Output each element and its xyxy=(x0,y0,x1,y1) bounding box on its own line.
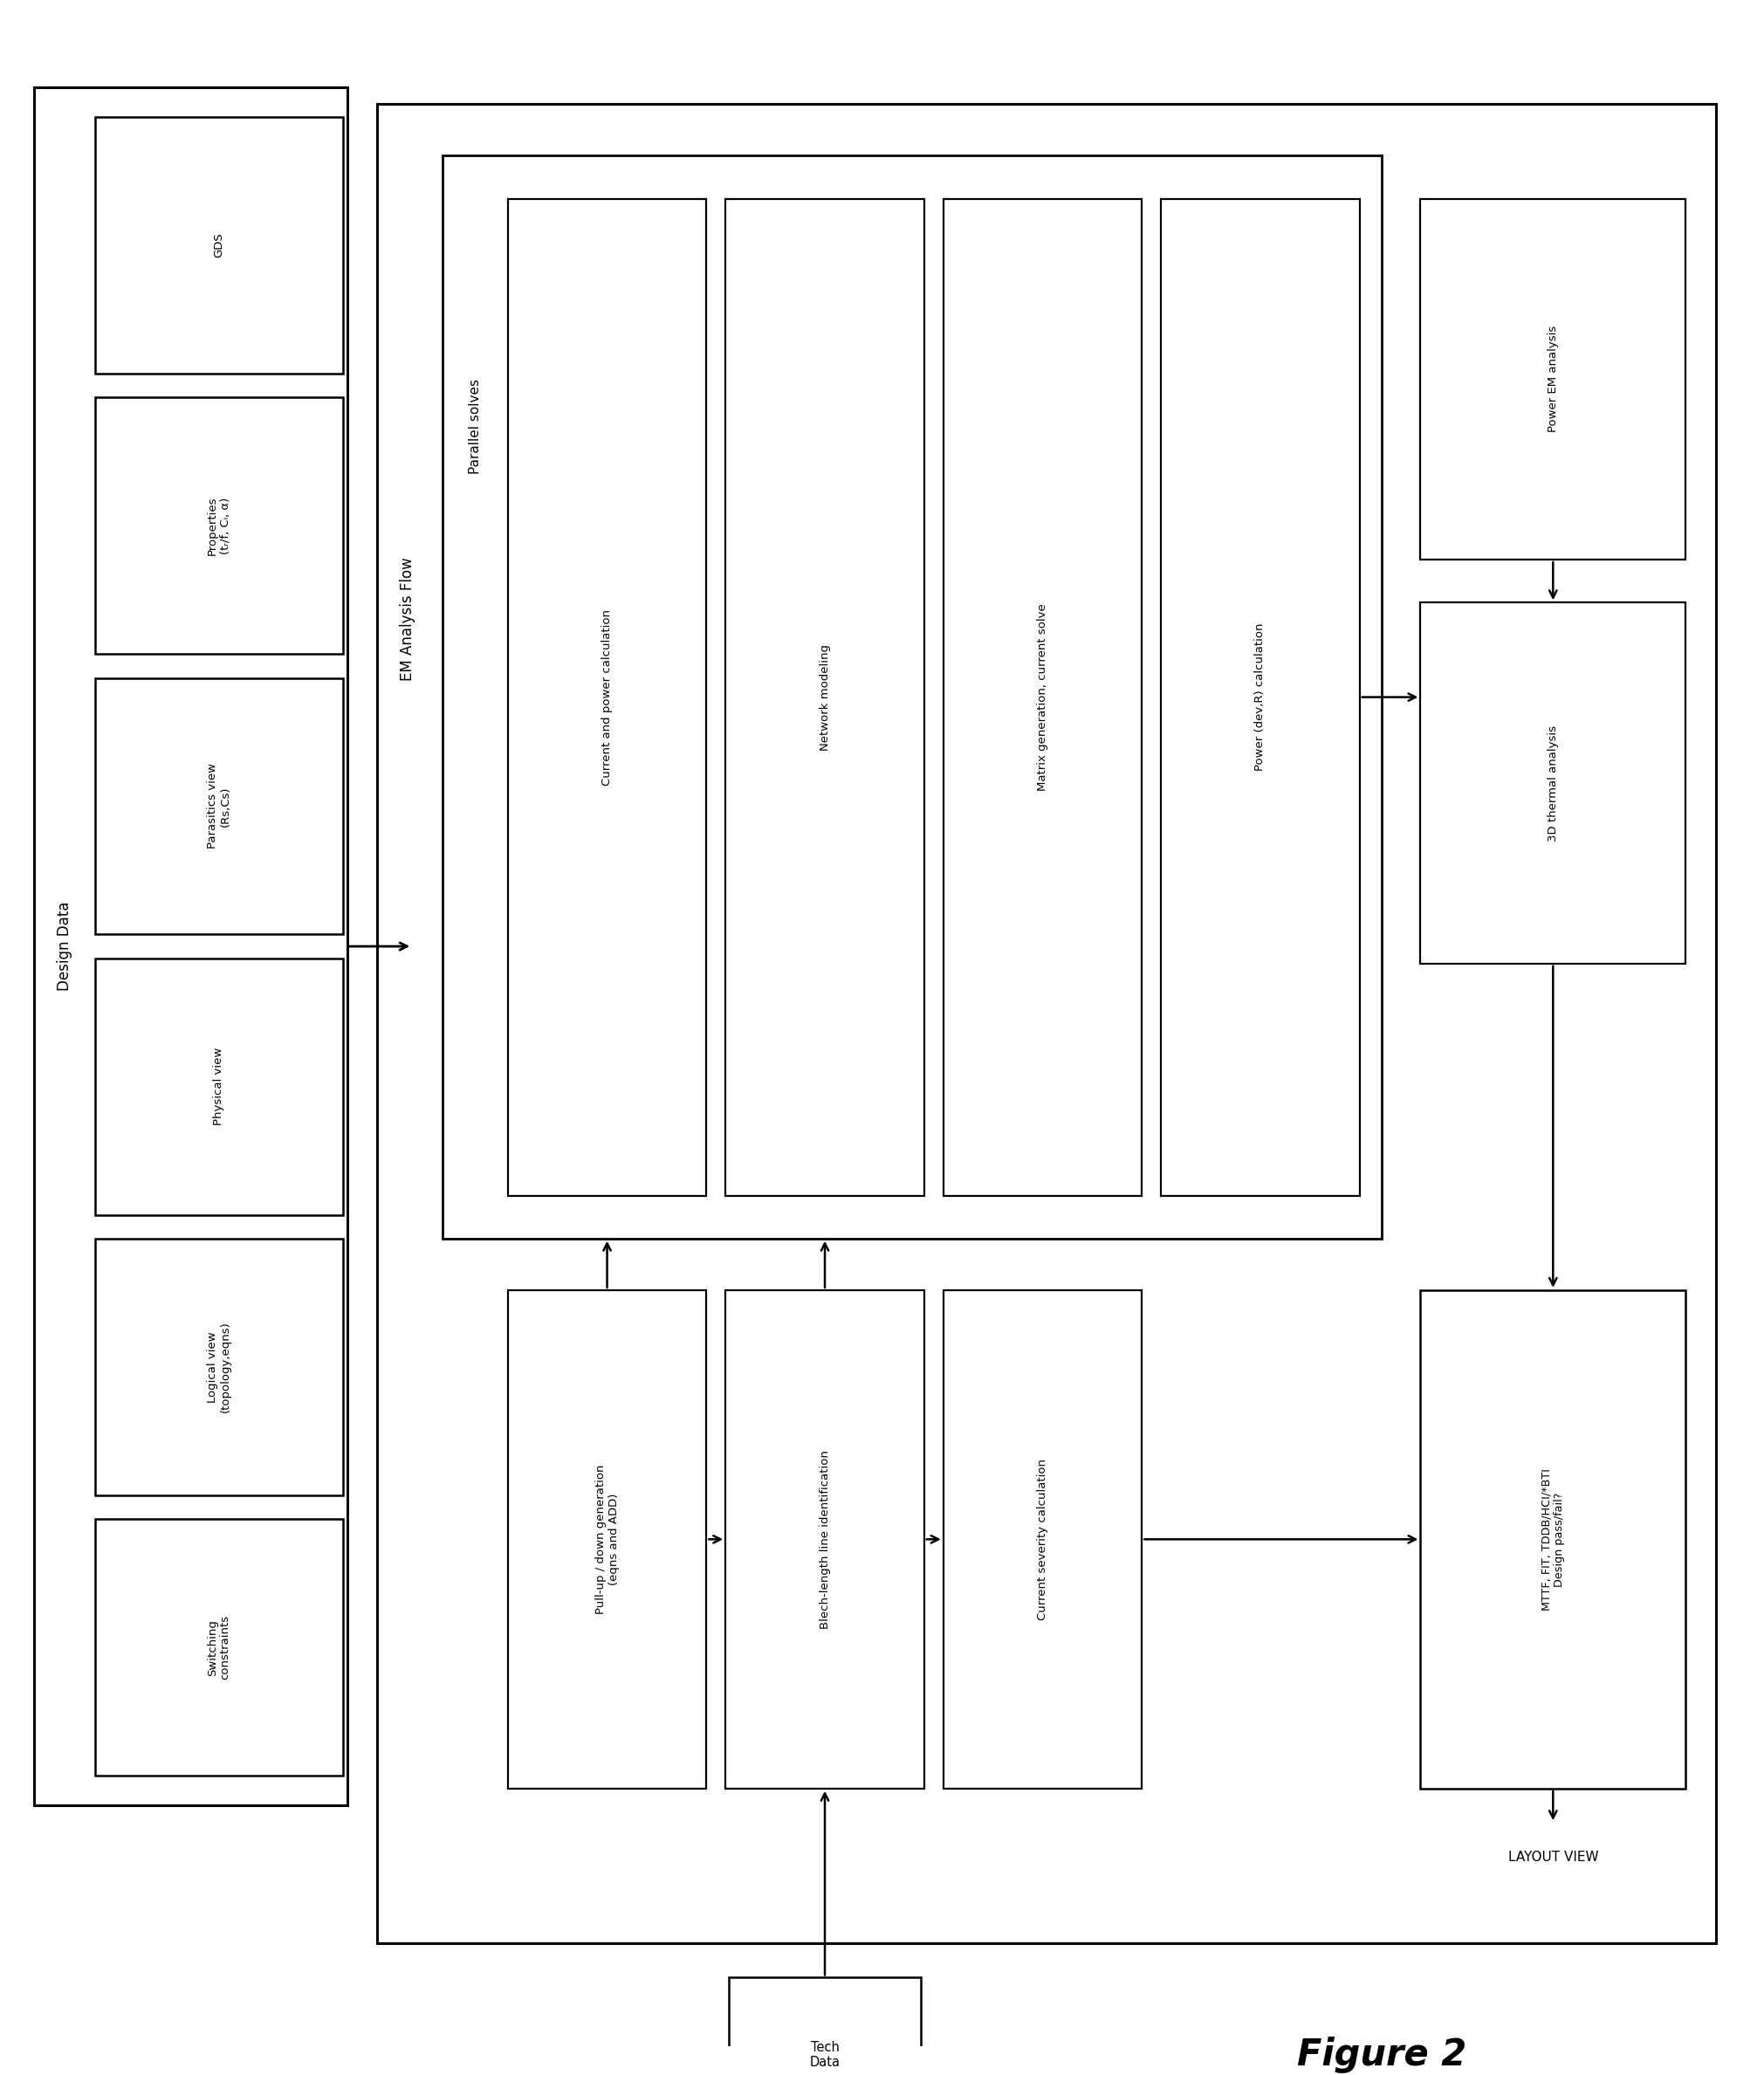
Bar xyxy=(377,104,1716,1942)
Bar xyxy=(729,1977,921,2075)
Bar xyxy=(508,199,706,1195)
Bar xyxy=(95,1239,342,1496)
Text: 3D thermal analysis: 3D thermal analysis xyxy=(1547,724,1559,840)
Bar xyxy=(1161,199,1360,1195)
Text: Switching
constraints: Switching constraints xyxy=(206,1614,231,1681)
Bar xyxy=(1420,199,1686,560)
Text: Tech
Data: Tech Data xyxy=(810,2040,840,2069)
Text: Current severity calculation: Current severity calculation xyxy=(1037,1459,1048,1621)
Bar xyxy=(95,398,342,654)
Bar xyxy=(944,1291,1141,1789)
Text: Parasitics view
(Rs,Cs): Parasitics view (Rs,Cs) xyxy=(206,764,231,849)
Text: Power (dev,R) calculation: Power (dev,R) calculation xyxy=(1254,622,1267,772)
Text: Current and power calculation: Current and power calculation xyxy=(602,608,612,784)
Text: Network modeling: Network modeling xyxy=(818,643,831,751)
Text: Design Data: Design Data xyxy=(56,903,72,992)
Bar xyxy=(725,199,924,1195)
Bar xyxy=(95,1519,342,1776)
Text: GDS: GDS xyxy=(213,232,224,257)
Text: Parallel solves: Parallel solves xyxy=(469,380,482,473)
Text: Power EM analysis: Power EM analysis xyxy=(1547,326,1559,432)
Text: MTTF, FIT, TDDB/HCI/*BTI
Design pass/fail?: MTTF, FIT, TDDB/HCI/*BTI Design pass/fai… xyxy=(1540,1469,1565,1610)
Text: Logical view
(topology,eqns): Logical view (topology,eqns) xyxy=(206,1322,231,1413)
Text: EM Analysis Flow: EM Analysis Flow xyxy=(400,558,416,681)
Bar xyxy=(443,156,1381,1239)
Text: Properties
(tᵣ/f, Cₗ, α): Properties (tᵣ/f, Cₗ, α) xyxy=(206,496,231,556)
Bar xyxy=(944,199,1141,1195)
Text: Matrix generation, current solve: Matrix generation, current solve xyxy=(1037,604,1048,791)
Bar xyxy=(1420,602,1686,963)
Bar xyxy=(95,679,342,934)
Bar xyxy=(508,1291,706,1789)
Bar xyxy=(34,87,348,1805)
Bar xyxy=(1420,1291,1686,1789)
Bar xyxy=(95,959,342,1214)
Text: Pull-up / down generation
(eqns and ADD): Pull-up / down generation (eqns and ADD) xyxy=(594,1465,619,1614)
Text: Blech-length line identification: Blech-length line identification xyxy=(818,1450,831,1629)
Text: LAYOUT VIEW: LAYOUT VIEW xyxy=(1508,1851,1598,1863)
Text: Figure 2: Figure 2 xyxy=(1297,2036,1466,2073)
Text: Physical view: Physical view xyxy=(213,1048,224,1125)
Bar xyxy=(725,1291,924,1789)
Bar xyxy=(95,116,342,374)
